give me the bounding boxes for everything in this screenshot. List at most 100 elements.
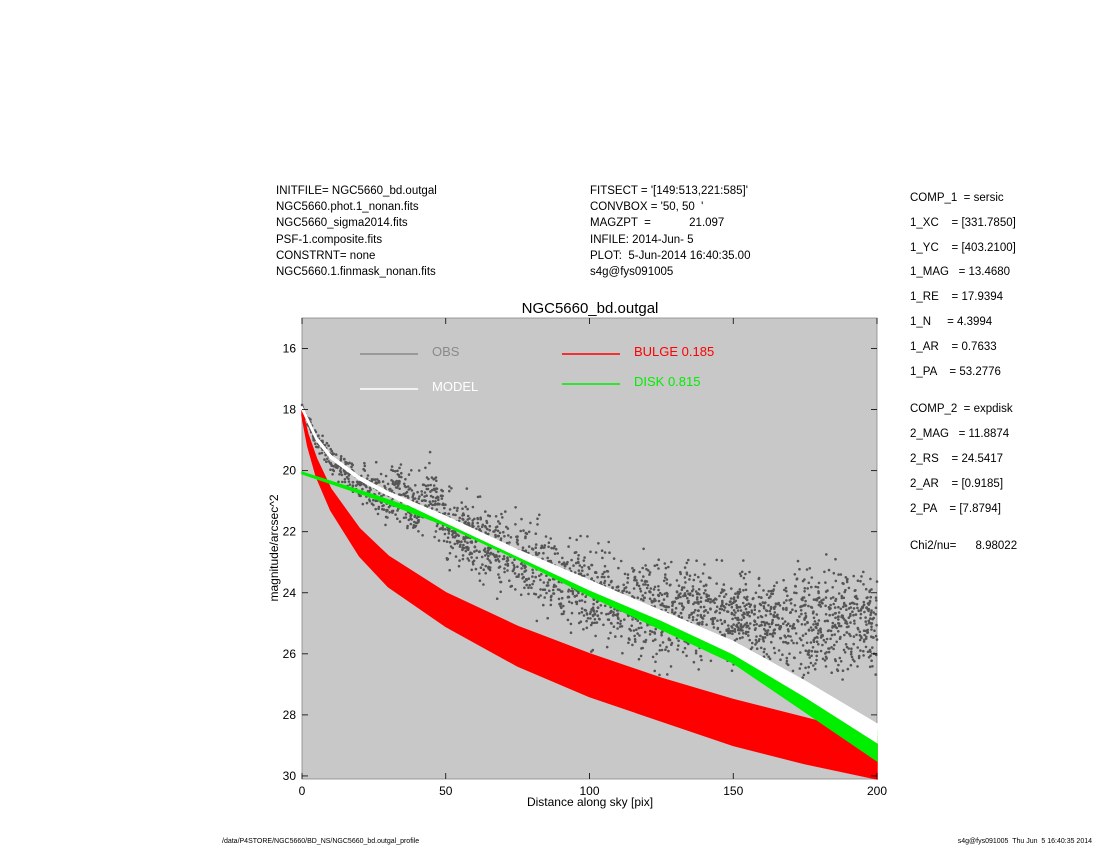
obs-points	[300, 403, 879, 681]
obs-point	[824, 665, 828, 668]
obs-point	[697, 668, 700, 671]
obs-point	[699, 596, 703, 599]
obs-point	[823, 570, 826, 574]
obs-point	[441, 528, 445, 531]
obs-point	[433, 477, 436, 481]
obs-point	[674, 611, 677, 614]
obs-point	[527, 577, 531, 580]
obs-point	[837, 663, 840, 667]
obs-point	[851, 658, 855, 661]
obs-point	[746, 595, 749, 599]
obs-point	[676, 596, 680, 600]
obs-point	[688, 614, 691, 617]
param-line: 1_XC = [331.7850]	[910, 216, 1016, 229]
obs-point	[817, 642, 820, 646]
obs-point	[388, 511, 391, 514]
obs-point	[718, 630, 722, 634]
obs-point	[844, 643, 848, 646]
obs-point	[815, 654, 818, 658]
obs-point	[773, 628, 776, 631]
obs-point	[839, 607, 843, 611]
obs-point	[831, 626, 834, 629]
obs-point	[697, 609, 700, 612]
obs-point	[731, 632, 734, 635]
obs-point	[857, 656, 861, 660]
obs-point	[833, 612, 837, 615]
obs-point	[859, 649, 862, 652]
obs-point	[815, 658, 818, 662]
obs-point	[757, 639, 761, 643]
obs-point	[386, 482, 390, 486]
obs-point	[803, 618, 806, 621]
obs-point	[494, 559, 498, 562]
obs-point	[841, 614, 845, 618]
obs-point	[397, 480, 400, 484]
obs-point	[720, 588, 724, 591]
obs-point	[651, 655, 655, 659]
obs-point	[815, 613, 819, 616]
obs-point	[409, 522, 413, 526]
obs-point	[692, 611, 696, 614]
obs-point	[721, 601, 724, 605]
obs-point	[527, 586, 530, 589]
obs-point	[849, 663, 853, 667]
obs-point	[845, 580, 849, 584]
obs-point	[731, 617, 734, 621]
obs-point	[744, 630, 748, 634]
obs-point	[583, 574, 586, 578]
obs-point	[619, 559, 623, 563]
obs-point	[447, 532, 451, 535]
obs-point	[362, 467, 365, 471]
obs-point	[796, 559, 800, 563]
obs-point	[731, 629, 735, 633]
obs-point	[844, 576, 848, 579]
plot-area	[301, 317, 878, 780]
obs-point	[643, 580, 647, 583]
obs-point	[424, 484, 428, 488]
obs-point	[739, 624, 742, 628]
obs-point	[827, 647, 830, 650]
obs-point	[622, 583, 625, 587]
obs-point	[589, 617, 592, 620]
obs-point	[596, 606, 600, 609]
obs-point	[723, 633, 726, 636]
obs-point	[547, 545, 550, 549]
obs-point	[861, 605, 865, 608]
obs-point	[870, 609, 873, 612]
obs-point	[327, 460, 331, 463]
y-tick-label: 18	[283, 403, 297, 417]
obs-point	[683, 566, 687, 569]
obs-point	[499, 537, 503, 540]
obs-point	[376, 512, 380, 516]
header-line: s4g@fys091005	[590, 265, 674, 278]
obs-point	[568, 600, 571, 604]
obs-point	[824, 641, 827, 644]
obs-point	[519, 529, 522, 533]
obs-point	[762, 589, 765, 592]
obs-point	[407, 488, 411, 491]
obs-point	[696, 614, 699, 617]
obs-point	[523, 586, 526, 590]
obs-point	[785, 606, 788, 610]
obs-point	[516, 539, 519, 542]
obs-point	[540, 544, 544, 548]
obs-point	[671, 602, 675, 605]
obs-point	[829, 603, 832, 607]
footer-path: /data/P4STORE/NGC5660/BD_NS/NGC5660_bd.o…	[222, 838, 420, 845]
obs-point	[736, 595, 740, 598]
obs-point	[817, 581, 821, 585]
obs-point	[789, 611, 793, 614]
obs-point	[830, 646, 833, 649]
obs-point	[810, 649, 814, 653]
obs-point	[635, 628, 638, 631]
obs-point	[590, 563, 593, 567]
obs-point	[343, 480, 347, 484]
obs-point	[452, 513, 455, 516]
obs-point	[336, 466, 339, 470]
obs-point	[815, 640, 819, 643]
obs-point	[425, 494, 428, 498]
obs-point	[327, 444, 330, 448]
obs-point	[457, 534, 461, 537]
obs-point	[771, 635, 775, 638]
obs-point	[698, 623, 701, 626]
